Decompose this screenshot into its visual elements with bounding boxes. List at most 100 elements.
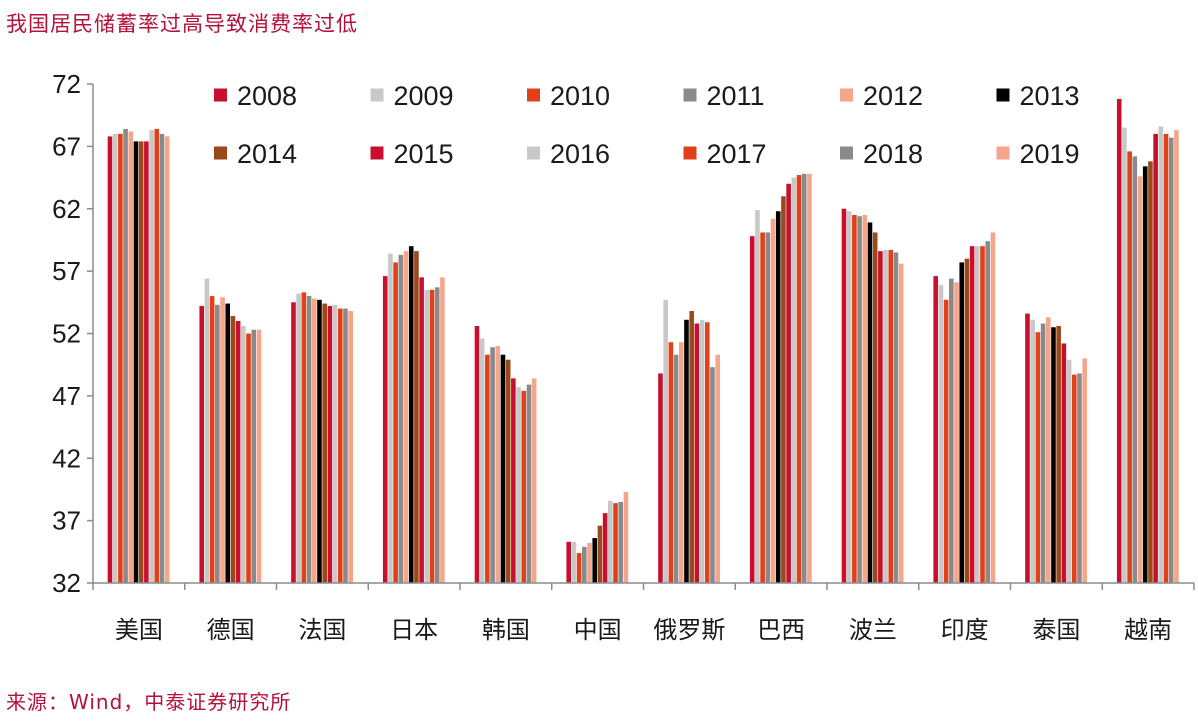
legend-swatch-2008: [214, 88, 227, 102]
legend-label-2017: 2017: [707, 139, 767, 169]
bar-2008-11: [1025, 313, 1030, 583]
bar-2008-8: [749, 236, 755, 583]
y-tick-label: 67: [52, 131, 81, 161]
bar-2013-3: [317, 299, 322, 583]
bar-2009-12: [1122, 127, 1127, 583]
bar-2014-5: [505, 359, 511, 583]
bar-2013-1: [133, 141, 139, 583]
bar-2010-12: [1127, 151, 1132, 583]
bar-2016-10: [975, 246, 980, 584]
bar-2015-2: [235, 321, 241, 583]
bar-2013-9: [867, 222, 873, 583]
legend-swatch-2011: [683, 88, 697, 102]
bar-2012-5: [495, 345, 501, 583]
bar-2010-8: [760, 232, 765, 583]
bar-2011-5: [490, 347, 495, 583]
legend-swatch-2019: [996, 146, 1010, 160]
bar-2018-4: [434, 287, 440, 583]
bar-2018-8: [801, 173, 807, 583]
y-tick-label: 72: [52, 69, 81, 99]
bar-2008-9: [841, 208, 847, 583]
bar-2018-1: [159, 133, 165, 583]
bar-2015-10: [969, 246, 975, 584]
legend-label-2014: 2014: [237, 139, 297, 169]
bar-2014-11: [1056, 326, 1061, 583]
bar-2015-3: [327, 306, 333, 583]
bar-2012-2: [220, 297, 225, 583]
bar-2017-2: [246, 333, 251, 583]
y-tick-label: 37: [52, 506, 81, 536]
bar-2015-11: [1061, 343, 1067, 583]
bar-2018-2: [251, 329, 257, 583]
x-category-label: 越南: [1124, 616, 1172, 644]
x-category-label: 日本: [390, 616, 438, 644]
chart-title: 我国居民储蓄率过高导致消费率过低: [6, 12, 358, 36]
bar-2015-1: [144, 141, 149, 583]
bar-2019-3: [348, 311, 353, 583]
bar-2011-12: [1132, 156, 1138, 583]
x-category-label: 印度: [941, 616, 989, 644]
bar-2010-10: [943, 299, 949, 583]
bar-2013-12: [1142, 166, 1148, 583]
bar-2018-12: [1168, 137, 1174, 583]
bar-2011-8: [765, 232, 771, 583]
y-tick-label: 62: [52, 194, 81, 224]
bar-2008-7: [658, 373, 663, 583]
bar-2008-1: [107, 136, 113, 583]
bar-2012-12: [1137, 176, 1143, 583]
bar-2017-4: [429, 289, 435, 583]
bar-2010-3: [301, 292, 307, 583]
y-tick-label: 32: [52, 568, 81, 598]
legend-label-2019: 2019: [1020, 139, 1080, 169]
bar-2017-5: [521, 390, 527, 583]
bar-2012-7: [678, 342, 684, 583]
legend-swatch-2013: [996, 88, 1010, 102]
bar-2014-9: [872, 232, 878, 583]
bar-2014-10: [964, 258, 970, 583]
y-tick-label: 42: [52, 443, 81, 473]
bar-2012-6: [587, 543, 592, 583]
bar-2010-7: [668, 342, 674, 583]
bar-2019-12: [1174, 130, 1179, 583]
bar-2009-7: [663, 299, 668, 583]
bar-2009-6: [571, 541, 577, 583]
bar-2016-7: [699, 319, 705, 583]
bar-2014-2: [230, 316, 236, 583]
bar-2011-2: [215, 304, 220, 583]
bar-2015-6: [602, 513, 608, 583]
bar-2016-1: [149, 130, 154, 583]
legend-label-2018: 2018: [863, 139, 923, 169]
legend-label-2012: 2012: [863, 81, 923, 111]
bar-2015-7: [694, 323, 700, 583]
legend-swatch-2014: [214, 146, 227, 160]
bar-2013-7: [684, 319, 689, 583]
bar-2016-5: [516, 387, 521, 583]
bar-2013-11: [1051, 327, 1056, 583]
bar-2012-8: [770, 218, 776, 584]
bar-2011-4: [398, 254, 404, 583]
bar-2016-4: [424, 289, 430, 583]
legend-label-2009: 2009: [394, 81, 454, 111]
legend-swatch-2012: [840, 88, 853, 102]
legend-label-2015: 2015: [394, 139, 454, 169]
bar-2016-2: [241, 326, 246, 583]
bar-2019-8: [807, 173, 812, 583]
bar-2017-7: [704, 322, 710, 583]
bar-2014-6: [597, 525, 603, 583]
bar-2017-9: [888, 249, 894, 584]
bar-2011-1: [123, 128, 128, 583]
legend-swatch-2018: [840, 146, 853, 160]
bar-2018-11: [1077, 373, 1082, 583]
bar-2008-5: [474, 326, 480, 583]
bar-2008-12: [1116, 98, 1122, 583]
bar-2016-3: [332, 304, 338, 583]
bar-2015-4: [419, 277, 424, 583]
bar-2013-8: [775, 211, 781, 583]
bar-2015-8: [786, 183, 791, 584]
y-tick-label: 47: [52, 381, 81, 411]
bar-2011-9: [857, 216, 862, 584]
bar-2019-5: [531, 378, 537, 583]
bar-2013-10: [959, 262, 965, 583]
bar-2019-11: [1082, 358, 1087, 583]
x-category-label: 法国: [298, 616, 346, 644]
